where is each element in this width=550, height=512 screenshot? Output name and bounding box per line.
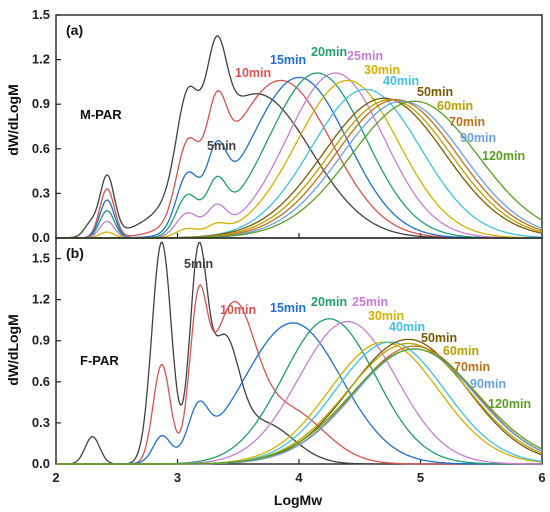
x-tick-label: 5 (417, 470, 424, 485)
series-label: 30min (364, 63, 400, 77)
series-label: 5min (184, 257, 213, 271)
series-label: 70min (454, 360, 490, 374)
series-label: 30min (368, 309, 404, 323)
y-tick-label: 0.0 (32, 456, 50, 471)
series-label: 15min (270, 53, 306, 67)
series-label: 120min (488, 397, 531, 411)
panel-label: (a) (66, 22, 83, 38)
series-label: 60min (443, 344, 479, 358)
y-tick-label: 1.2 (32, 52, 50, 67)
series-line-15min (56, 322, 542, 465)
y-axis-label: dW/dLogM (5, 84, 21, 156)
panel-label: (b) (66, 245, 84, 261)
series-label: 10min (220, 303, 256, 317)
sample-label: F-PAR (80, 353, 119, 368)
series-label: 120min (482, 149, 525, 163)
series-label: 50min (421, 331, 457, 345)
series-label: 20min (311, 45, 347, 59)
series-label: 90min (460, 131, 496, 145)
series-label: 25min (352, 295, 388, 309)
sample-label: M-PAR (80, 107, 122, 122)
series-label: 10min (235, 66, 271, 80)
series-label: 60min (437, 99, 473, 113)
series-label: 5min (207, 139, 236, 153)
x-tick-label: 3 (174, 470, 181, 485)
y-tick-label: 0.6 (32, 141, 50, 156)
series-label: 70min (449, 115, 485, 129)
x-tick-label: 4 (295, 470, 303, 485)
series-label: 50min (417, 85, 453, 99)
y-axis-label-b: dW/dLogM (5, 314, 21, 386)
panel-b: 0.0 0.3 0.6 0.9 1.2 1.5 2 3 4 5 6 (b) F-PAR 5min 10min… (32, 237, 546, 485)
panel-a: 0.0 0.3 0.6 0.9 1.2 1.5 (a) M-PAR 5min 10min15min… (32, 7, 543, 245)
y-tick-label: 0.3 (32, 185, 50, 200)
y-tick-label: 0.9 (32, 96, 50, 111)
y-tick-label: 0.3 (32, 415, 50, 430)
x-axis-label: LogMw (274, 492, 322, 508)
y-tick-label: 0.9 (32, 333, 50, 348)
x-tick-label: 2 (52, 470, 59, 485)
y-tick-label: 1.5 (32, 7, 50, 22)
series-line-120min (56, 348, 543, 465)
y-tick-label: 0.6 (32, 374, 50, 389)
series-label: 25min (347, 49, 383, 63)
series-label: 90min (470, 377, 506, 391)
series-label: 40min (389, 320, 425, 334)
y-tick-label: 1.2 (32, 292, 50, 307)
y-tick-label: 1.5 (32, 251, 50, 266)
x-tick-label: 6 (538, 470, 545, 485)
series-label: 40min (383, 74, 419, 88)
y-tick-label: 0.0 (32, 230, 50, 245)
series-label: 20min (311, 295, 347, 309)
series-label: 15min (270, 301, 306, 315)
